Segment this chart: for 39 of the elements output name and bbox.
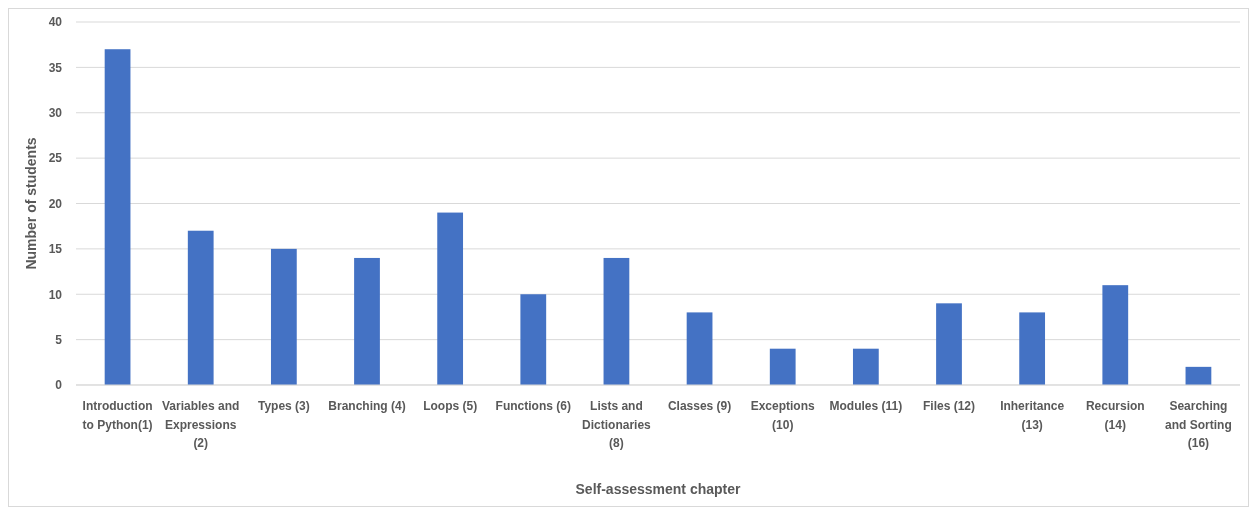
y-tick-label: 25 — [48, 151, 63, 166]
x-tick-label: Exceptions (10) — [750, 399, 816, 432]
y-tick-label: 40 — [48, 15, 63, 30]
bar — [769, 348, 796, 385]
bar — [603, 257, 630, 385]
bar — [1019, 312, 1046, 385]
x-tick-label: Functions (6) — [495, 399, 571, 413]
x-tick-label: Files (12) — [922, 399, 976, 413]
bar — [520, 294, 547, 385]
y-tick-label: 20 — [48, 196, 63, 211]
y-tick-label: 10 — [48, 287, 63, 302]
bar — [187, 230, 214, 385]
bar — [852, 348, 879, 385]
bar — [1102, 285, 1129, 385]
bar — [1185, 366, 1212, 385]
x-tick-label: Lists and Dictionaries (8) — [582, 399, 652, 450]
x-tick-label: Branching (4) — [328, 399, 406, 413]
y-tick-label: 35 — [48, 60, 63, 75]
x-tick-label: Recursion (14) — [1085, 399, 1145, 432]
x-tick-label: Searching and Sorting (16) — [1165, 399, 1232, 450]
x-tick-label: Types (3) — [257, 399, 310, 413]
x-tick-label: Introduction to Python(1) — [82, 399, 153, 432]
x-tick-label: Inheritance (13) — [1000, 399, 1065, 432]
x-tick-label: Classes (9) — [667, 399, 732, 413]
y-axis-title: Number of students — [23, 137, 39, 270]
y-tick-label: 0 — [55, 378, 63, 393]
bar — [686, 312, 713, 385]
x-tick-label: Modules (11) — [829, 399, 903, 413]
bar — [104, 49, 131, 385]
x-axis-title: Self-assessment chapter — [575, 481, 742, 497]
x-tick-label: Loops (5) — [423, 399, 478, 413]
y-tick-label: 5 — [55, 332, 63, 347]
x-tick-label: Variables and Expressions (2) — [162, 399, 240, 450]
bar — [437, 212, 464, 385]
y-tick-label: 30 — [48, 106, 63, 121]
bar — [354, 257, 380, 385]
bar — [936, 303, 962, 385]
y-tick-label: 15 — [48, 242, 63, 257]
bar — [270, 248, 297, 385]
